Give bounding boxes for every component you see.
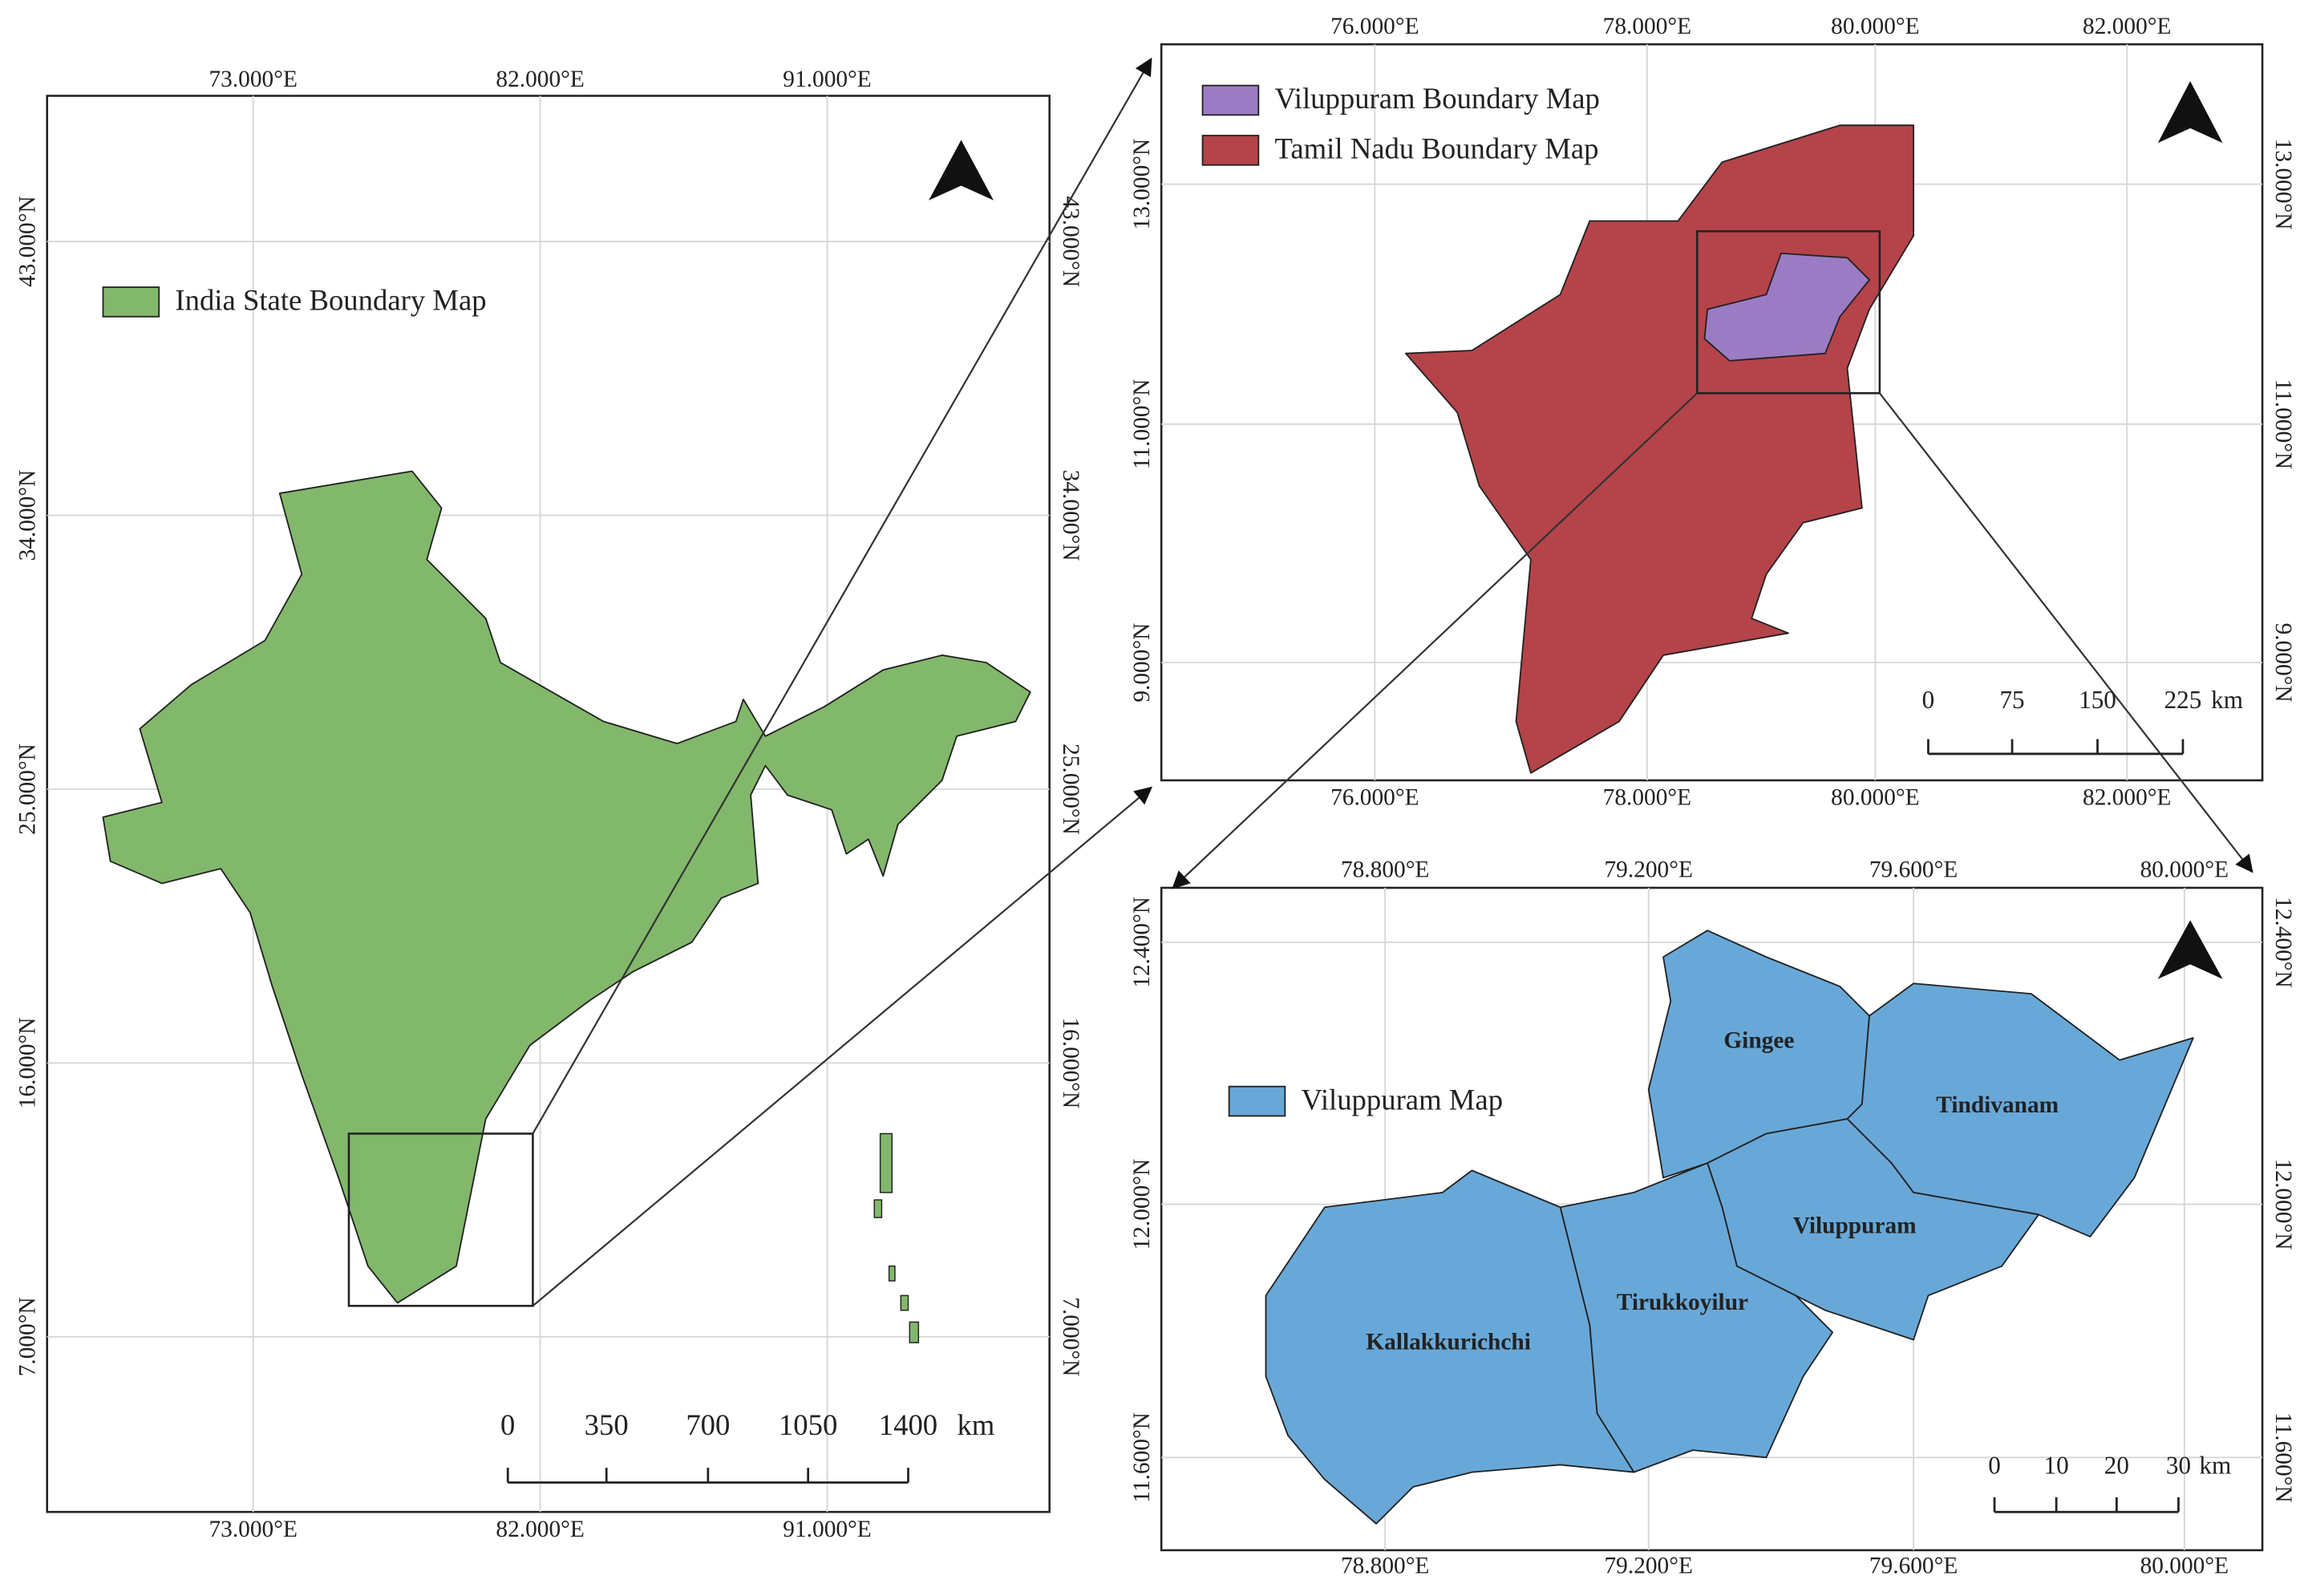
lon-label: 79.600°E bbox=[1869, 857, 1958, 883]
legend-swatch bbox=[1228, 1085, 1286, 1117]
lat-label: 12.400°N bbox=[1129, 897, 1155, 988]
lat-label: 34.000°N bbox=[1058, 470, 1083, 561]
zoom-box bbox=[347, 1132, 534, 1307]
legend-swatch bbox=[1201, 84, 1260, 116]
legend-label: Viluppuram Map bbox=[1302, 1083, 1504, 1116]
lon-label: 80.000°E bbox=[2140, 857, 2229, 883]
lat-label: 43.000°N bbox=[1058, 196, 1083, 287]
scale-label: 150 bbox=[2079, 686, 2116, 714]
district-label: Kallakkurichchi bbox=[1366, 1330, 1531, 1355]
district-label: Tindivanam bbox=[1936, 1092, 2059, 1118]
lat-label: 13.000°N bbox=[2270, 139, 2296, 230]
scale-label: 10 bbox=[2044, 1451, 2069, 1479]
lat-label: 12.400°N bbox=[2270, 897, 2296, 988]
lon-label: 80.000°E bbox=[1831, 785, 1919, 811]
district-label: Tirukkoyilur bbox=[1617, 1290, 1748, 1315]
lat-label: 7.000°N bbox=[14, 1297, 40, 1376]
scale-unit: km bbox=[2211, 686, 2243, 714]
scale-unit: km bbox=[957, 1408, 994, 1441]
district-label: Viluppuram bbox=[1793, 1213, 1917, 1239]
lat-label: 25.000°N bbox=[1058, 743, 1083, 835]
district-label: Gingee bbox=[1723, 1027, 1794, 1053]
lon-label: 82.000°E bbox=[2083, 14, 2171, 39]
zoom-box bbox=[1695, 230, 1881, 395]
lon-label: 78.800°E bbox=[1341, 857, 1429, 883]
scale-label: 75 bbox=[1999, 686, 2024, 714]
islands bbox=[873, 1132, 920, 1343]
lon-label: 76.000°E bbox=[1330, 14, 1419, 39]
lon-label: 79.600°E bbox=[1869, 1553, 1958, 1579]
scale-label: 0 bbox=[1922, 686, 1935, 714]
lon-label: 82.000°E bbox=[496, 1517, 584, 1542]
lat-label: 11.000°N bbox=[1129, 379, 1155, 469]
zoom-connectors bbox=[532, 57, 2253, 1307]
scale-label: 0 bbox=[500, 1408, 515, 1441]
lon-label: 80.000°E bbox=[1831, 14, 1919, 39]
lat-label: 11.000°N bbox=[2270, 379, 2296, 469]
viluppuram-inset bbox=[1703, 252, 1870, 362]
lon-label: 82.000°E bbox=[2083, 785, 2171, 811]
scale-label: 350 bbox=[585, 1408, 629, 1441]
scale-label: 1400 bbox=[879, 1408, 937, 1441]
lon-label: 78.800°E bbox=[1341, 1553, 1429, 1579]
scale-label: 1050 bbox=[779, 1408, 837, 1441]
lat-label: 34.000°N bbox=[14, 470, 40, 561]
lon-label: 80.000°E bbox=[2140, 1553, 2229, 1579]
lat-label: 25.000°N bbox=[14, 743, 40, 835]
lat-label: 13.000°N bbox=[1129, 139, 1155, 230]
scale-label: 30 bbox=[2166, 1451, 2191, 1479]
lat-label: 7.000°N bbox=[1058, 1297, 1083, 1376]
india-map bbox=[102, 470, 1031, 1304]
lat-label: 9.000°N bbox=[1129, 623, 1155, 703]
scale-label: 225 bbox=[2164, 686, 2202, 714]
lon-label: 76.000°E bbox=[1330, 785, 1419, 811]
lat-label: 11.600°N bbox=[1129, 1412, 1155, 1503]
legend-label: Tamil Nadu Boundary Map bbox=[1275, 132, 1599, 165]
lon-label: 91.000°E bbox=[783, 1517, 871, 1542]
lat-label: 16.000°N bbox=[1058, 1018, 1083, 1109]
lon-label: 79.200°E bbox=[1605, 1553, 1693, 1579]
lon-label: 91.000°E bbox=[783, 67, 871, 92]
lat-label: 12.000°N bbox=[2270, 1159, 2296, 1250]
scale-unit: km bbox=[2199, 1451, 2231, 1479]
lat-label: 11.600°N bbox=[2270, 1412, 2296, 1503]
north-arrows bbox=[929, 81, 2223, 979]
lat-label: 12.000°N bbox=[1129, 1159, 1155, 1250]
lat-label: 9.000°N bbox=[2270, 623, 2296, 703]
district-map bbox=[1265, 930, 2194, 1525]
legend-swatch bbox=[102, 286, 160, 318]
legend-label: India State Boundary Map bbox=[175, 284, 486, 317]
lon-label: 82.000°E bbox=[496, 67, 584, 92]
scale-label: 20 bbox=[2104, 1451, 2129, 1479]
legend-label: Viluppuram Boundary Map bbox=[1275, 82, 1600, 115]
lat-label: 16.000°N bbox=[14, 1018, 40, 1109]
lat-label: 43.000°N bbox=[14, 196, 40, 287]
lon-label: 73.000°E bbox=[209, 67, 297, 92]
lon-label: 73.000°E bbox=[209, 1517, 297, 1542]
scale-label: 700 bbox=[686, 1408, 730, 1441]
scale-label: 0 bbox=[1988, 1451, 2001, 1479]
labels: 73.000°E 73.000°E 82.000°E 82.000°E 91.000°E… bbox=[14, 14, 2296, 1579]
legend-swatch bbox=[1201, 135, 1260, 166]
lon-label: 79.200°E bbox=[1605, 857, 1693, 883]
lon-label: 78.000°E bbox=[1603, 14, 1691, 39]
lon-label: 78.000°E bbox=[1603, 785, 1691, 811]
